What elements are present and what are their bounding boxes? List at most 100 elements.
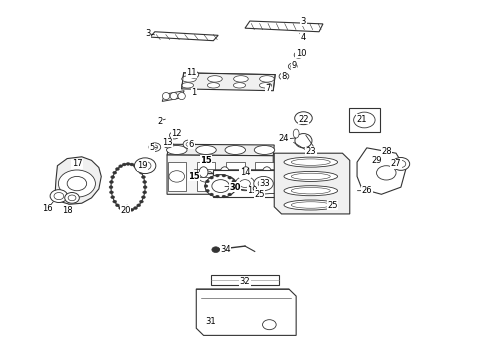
Text: 33: 33 xyxy=(259,179,270,188)
Circle shape xyxy=(205,180,209,183)
Text: 22: 22 xyxy=(298,115,309,124)
Polygon shape xyxy=(274,153,350,214)
Circle shape xyxy=(134,158,156,174)
Text: 15: 15 xyxy=(188,172,200,181)
Circle shape xyxy=(222,174,226,177)
Ellipse shape xyxy=(198,171,214,182)
Text: 28: 28 xyxy=(381,147,392,156)
Text: 32: 32 xyxy=(240,277,250,286)
Polygon shape xyxy=(55,157,101,204)
Circle shape xyxy=(212,180,229,193)
Circle shape xyxy=(65,193,79,203)
Ellipse shape xyxy=(259,83,271,88)
Text: 5: 5 xyxy=(150,143,155,152)
Circle shape xyxy=(235,176,255,191)
Text: 25: 25 xyxy=(254,190,265,199)
Circle shape xyxy=(113,200,117,203)
Text: 12: 12 xyxy=(172,129,182,138)
Bar xyxy=(213,170,277,197)
Circle shape xyxy=(126,162,130,165)
Ellipse shape xyxy=(178,93,185,100)
Circle shape xyxy=(111,196,115,199)
Circle shape xyxy=(291,65,295,68)
Ellipse shape xyxy=(227,171,243,182)
Circle shape xyxy=(294,52,303,58)
Text: 30: 30 xyxy=(229,183,241,192)
Circle shape xyxy=(210,179,221,188)
Polygon shape xyxy=(182,73,275,91)
Text: 10: 10 xyxy=(296,49,306,58)
Circle shape xyxy=(205,175,236,198)
Circle shape xyxy=(166,143,171,146)
Ellipse shape xyxy=(257,171,272,182)
Circle shape xyxy=(109,191,113,194)
Circle shape xyxy=(50,190,68,203)
Circle shape xyxy=(216,174,220,177)
Text: 20: 20 xyxy=(121,206,131,215)
Circle shape xyxy=(68,195,76,201)
Circle shape xyxy=(116,167,120,170)
Ellipse shape xyxy=(263,167,271,177)
Text: 21: 21 xyxy=(357,115,367,124)
Ellipse shape xyxy=(199,167,208,177)
Circle shape xyxy=(288,63,297,69)
Text: 29: 29 xyxy=(371,156,382,165)
Circle shape xyxy=(122,208,126,211)
Circle shape xyxy=(113,171,117,174)
Text: 19: 19 xyxy=(247,186,258,195)
Circle shape xyxy=(205,189,209,192)
Circle shape xyxy=(133,207,137,210)
Text: 26: 26 xyxy=(362,186,372,195)
Polygon shape xyxy=(162,91,184,102)
Polygon shape xyxy=(167,144,274,156)
Ellipse shape xyxy=(181,83,194,88)
Circle shape xyxy=(126,209,130,212)
Circle shape xyxy=(143,191,147,194)
Circle shape xyxy=(119,165,122,168)
Circle shape xyxy=(142,196,146,199)
Text: 6: 6 xyxy=(189,140,194,149)
Ellipse shape xyxy=(291,202,330,208)
Bar xyxy=(226,162,245,191)
Ellipse shape xyxy=(291,159,330,165)
Circle shape xyxy=(396,160,406,167)
Circle shape xyxy=(186,142,192,147)
Circle shape xyxy=(122,163,126,166)
Text: 17: 17 xyxy=(72,159,82,168)
Text: 16: 16 xyxy=(42,204,53,213)
Ellipse shape xyxy=(293,129,299,138)
Circle shape xyxy=(143,181,147,183)
Circle shape xyxy=(212,247,220,252)
Ellipse shape xyxy=(284,186,338,196)
Bar xyxy=(211,275,279,285)
Circle shape xyxy=(152,145,158,149)
Text: 4: 4 xyxy=(301,33,306,42)
Circle shape xyxy=(130,163,134,166)
Ellipse shape xyxy=(182,76,196,82)
Circle shape xyxy=(54,193,64,200)
Text: 8: 8 xyxy=(281,72,287,81)
Circle shape xyxy=(294,112,312,125)
Ellipse shape xyxy=(170,93,177,100)
Text: 7: 7 xyxy=(266,84,271,93)
Bar xyxy=(255,162,274,191)
Circle shape xyxy=(217,176,236,191)
Polygon shape xyxy=(111,164,145,210)
Circle shape xyxy=(111,176,115,179)
Ellipse shape xyxy=(291,173,330,180)
Circle shape xyxy=(376,166,396,180)
Circle shape xyxy=(109,186,113,189)
Circle shape xyxy=(279,73,289,80)
Text: 13: 13 xyxy=(162,138,172,147)
Circle shape xyxy=(254,176,273,191)
Ellipse shape xyxy=(284,200,338,210)
Text: 31: 31 xyxy=(206,316,216,325)
Text: 9: 9 xyxy=(291,61,296,70)
Circle shape xyxy=(183,140,195,149)
Circle shape xyxy=(109,181,113,183)
Circle shape xyxy=(282,75,287,78)
Circle shape xyxy=(392,157,410,170)
Circle shape xyxy=(233,185,237,188)
Ellipse shape xyxy=(233,83,245,88)
Polygon shape xyxy=(357,148,406,194)
